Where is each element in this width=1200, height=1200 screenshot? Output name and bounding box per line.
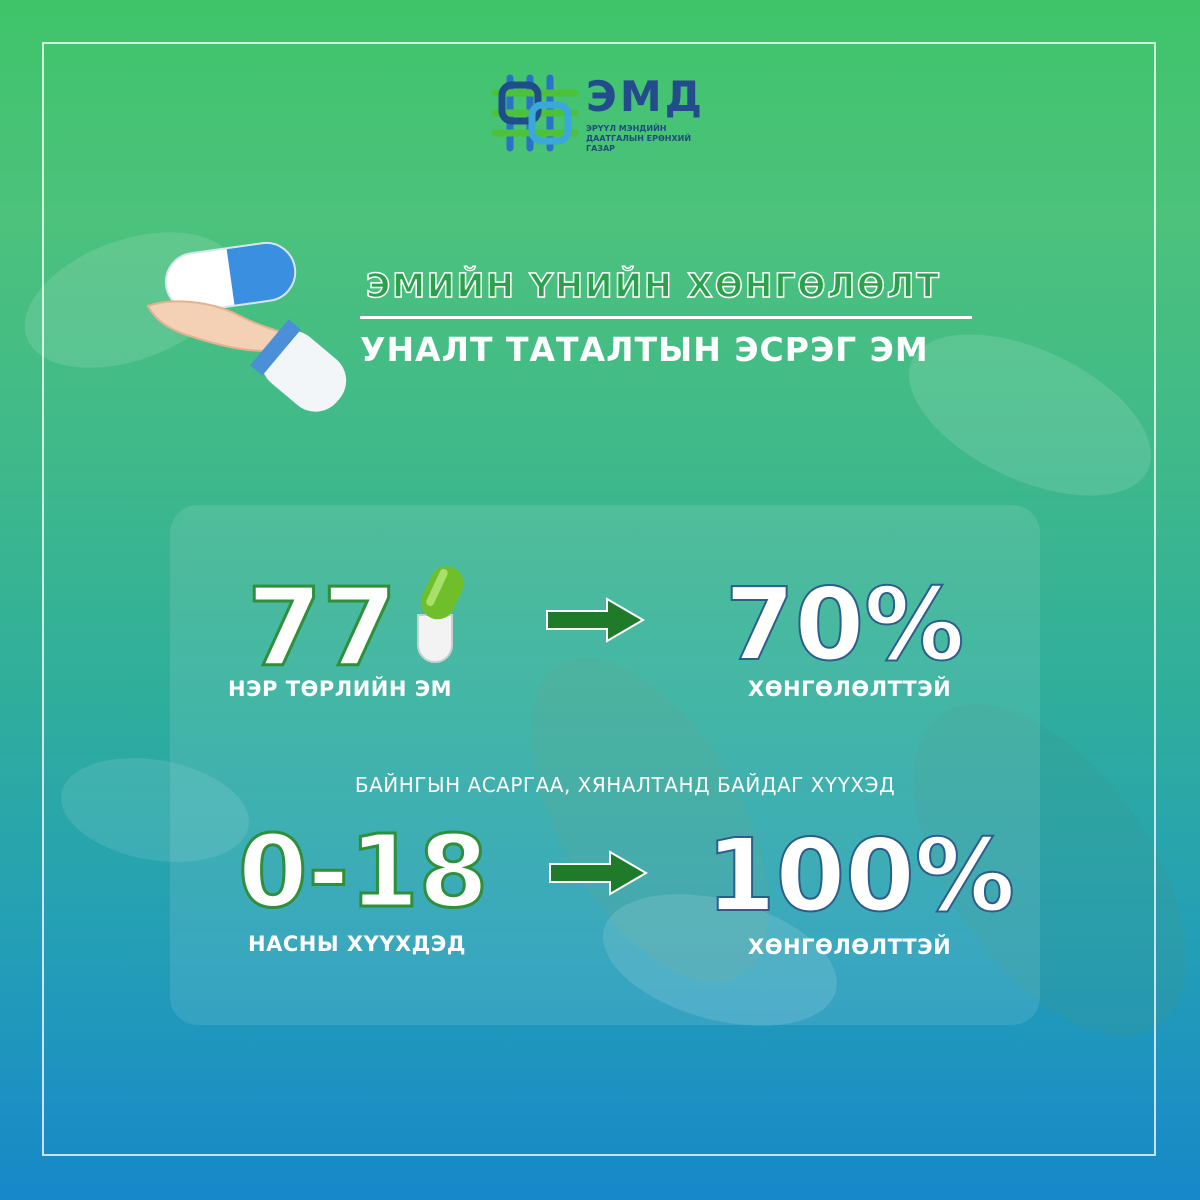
stat-result-label: ХӨНГӨЛӨЛТТЭЙ <box>748 935 952 959</box>
arrow-right-icon <box>546 597 645 643</box>
eligibility-note: БАЙНГЫН АСАРГАА, ХЯНАЛТАНД БАЙДАГ ХҮҮХЭД <box>354 773 896 797</box>
stat-result: 70% <box>724 566 965 683</box>
stat-label: НЭР ТӨРЛИЙН ЭМ <box>228 677 453 701</box>
stat-value: 0-18 <box>236 813 489 930</box>
stat-value: 77 <box>245 566 398 691</box>
title-divider <box>360 316 972 319</box>
green-capsule-icon <box>417 566 464 663</box>
stat-label: НАСНЫ ХҮҮХДЭД <box>248 932 466 956</box>
stat-result-label: ХӨНГӨЛӨЛТТЭЙ <box>748 677 952 701</box>
white-frame <box>42 42 1156 1156</box>
emd-knot-logo-icon <box>491 74 579 152</box>
brand-subtitle: ЭРҮҮЛ МЭНДИЙН ДААТГАЛЫН ЕРӨНХИЙ ГАЗАР <box>586 124 692 153</box>
content-panel <box>170 505 1040 1025</box>
arrow-right-icon <box>549 850 648 896</box>
brand-name: ЭМД <box>586 72 706 121</box>
hand-holding-capsule-icon <box>146 241 347 412</box>
title-line-2: УНАЛТ ТАТАЛТЫН ЭСРЭГ ЭМ <box>360 330 929 369</box>
stat-result: 100% <box>705 817 1016 934</box>
title-line-1: ЭМИЙН ҮНИЙН ХӨНГӨЛӨЛТ <box>365 265 941 306</box>
